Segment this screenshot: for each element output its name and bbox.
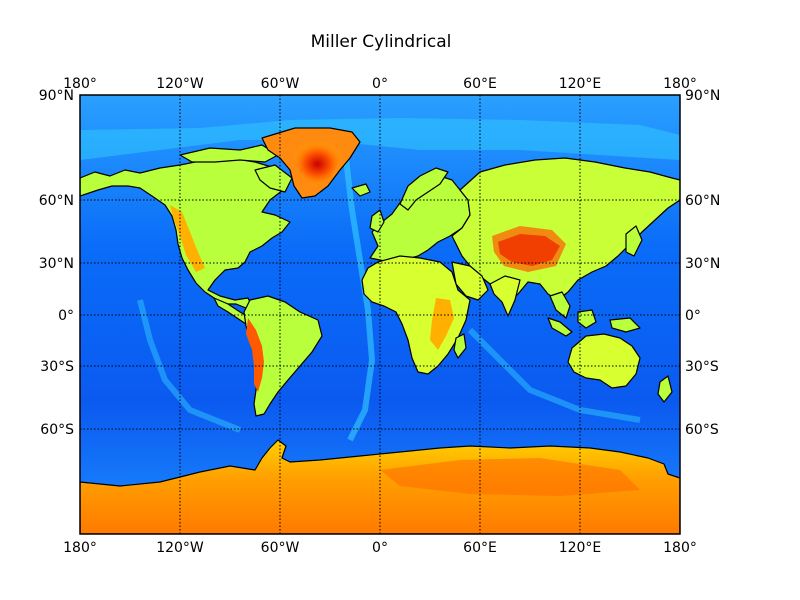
- parallel-label-left: 30°S: [40, 359, 74, 375]
- parallel-label-right: 90°N: [685, 88, 720, 104]
- parallel-label-left: 90°N: [39, 88, 74, 104]
- parallel-label-right: 0°: [685, 308, 701, 324]
- indian-ridge: [467, 327, 641, 423]
- meridian-label-top: 60°E: [463, 76, 497, 92]
- indonesia-sumatra: [547, 317, 573, 337]
- parallel-label-right: 30°N: [685, 256, 720, 272]
- rockies-highlands: [170, 205, 205, 272]
- canadian-arctic-islands: [179, 144, 279, 163]
- arctic-shelf: [80, 118, 680, 160]
- tibet-margin: [492, 226, 566, 272]
- iceland: [351, 183, 371, 197]
- parallel-label-left: 60°N: [39, 193, 74, 209]
- new-guinea: [609, 317, 641, 333]
- pacific-ridge: [137, 299, 242, 433]
- meridian-label-bottom: 60°W: [261, 540, 300, 556]
- parallel-label-left: 60°S: [40, 422, 74, 438]
- meridian-label-bottom: 180°: [663, 540, 697, 556]
- parallel-label-right: 60°N: [685, 193, 720, 209]
- greenland-ice-core: [290, 140, 345, 188]
- meridian-label-bottom: 120°W: [156, 540, 204, 556]
- map-frame: [79, 94, 681, 535]
- atlantic-ridge: [342, 149, 376, 442]
- meridian-label-top: 60°W: [261, 76, 300, 92]
- andes-highlands: [246, 318, 264, 392]
- parallel-label-left: 30°N: [39, 256, 74, 272]
- meridian-labels-top: 180° 120°W 60°W 0° 60°E 120°E 180°: [63, 76, 697, 92]
- meridian-label-top: 180°: [663, 76, 697, 92]
- meridian-label-bottom: 180°: [63, 540, 97, 556]
- map-area: [80, 95, 680, 534]
- parallel-labels-left: 90°N 60°N 30°N 0° 30°S 60°S: [39, 88, 74, 438]
- east-african-highlands: [430, 298, 454, 350]
- parallel-labels-right: 90°N 60°N 30°N 0° 30°S 60°S: [685, 88, 720, 438]
- baffin-island: [254, 164, 293, 193]
- antarctic-plateau: [380, 458, 640, 496]
- meridian-label-top: 120°W: [156, 76, 204, 92]
- meridian-label-top: 0°: [372, 76, 388, 92]
- scandinavia: [399, 167, 449, 211]
- meridian-label-bottom: 120°E: [559, 540, 602, 556]
- meridian-labels-bottom: 180° 120°W 60°W 0° 60°E 120°E 180°: [63, 540, 697, 556]
- parallel-label-right: 30°S: [685, 359, 719, 375]
- meridian-label-top: 180°: [63, 76, 97, 92]
- meridian-label-bottom: 60°E: [463, 540, 497, 556]
- australia: [567, 333, 641, 389]
- india: [489, 275, 521, 317]
- arabia: [451, 261, 489, 301]
- new-zealand: [657, 375, 673, 403]
- madagascar: [453, 333, 467, 359]
- southeast-asia: [549, 291, 571, 319]
- japan: [625, 225, 643, 257]
- meridian-label-bottom: 0°: [372, 540, 388, 556]
- parallel-label-right: 60°S: [685, 422, 719, 438]
- map-title: Miller Cylindrical: [311, 32, 452, 52]
- meridian-label-top: 120°E: [559, 76, 602, 92]
- parallel-label-left: 0°: [58, 308, 74, 324]
